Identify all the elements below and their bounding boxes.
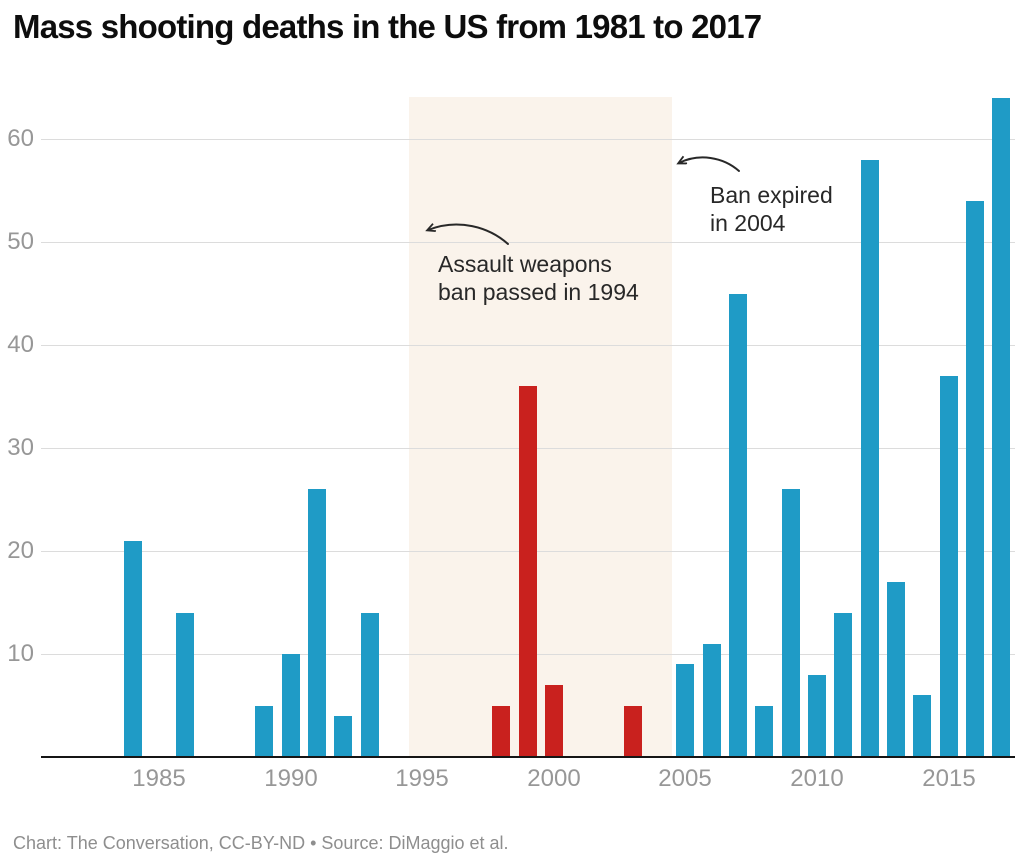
x-tick-1990: 1990 — [264, 765, 318, 792]
bar-2003 — [624, 706, 642, 757]
bar-1999 — [519, 386, 537, 757]
y-tick-60: 60 — [7, 125, 34, 152]
bar-1986 — [176, 613, 194, 757]
bar-1990 — [282, 654, 300, 757]
bar-2011 — [834, 613, 852, 757]
annotation-ban-expired: Ban expired in 2004 — [710, 181, 833, 237]
bar-2009 — [782, 489, 800, 757]
x-tick-2000: 2000 — [527, 765, 581, 792]
bar-2006 — [703, 644, 721, 757]
bar-1989 — [255, 706, 273, 757]
bar-1984 — [124, 541, 142, 757]
bar-2015 — [940, 376, 958, 757]
bar-1993 — [361, 613, 379, 757]
bar-2005 — [676, 664, 694, 757]
bar-2008 — [755, 706, 773, 757]
bar-1992 — [334, 716, 352, 757]
y-tick-40: 40 — [7, 331, 34, 358]
chart-attribution: Chart: The Conversation, CC-BY-ND • Sour… — [13, 833, 509, 853]
bar-2000 — [545, 685, 563, 757]
gridline-50 — [41, 242, 1015, 243]
bar-2012 — [861, 160, 879, 757]
bar-2017 — [992, 98, 1010, 757]
bar-2016 — [966, 201, 984, 757]
bar-2007 — [729, 294, 747, 757]
ban-period-region — [409, 97, 672, 757]
bar-1991 — [308, 489, 326, 757]
annotation-ban-passed-line2: ban passed in 1994 — [438, 279, 639, 305]
bar-2014 — [913, 695, 931, 757]
bar-2010 — [808, 675, 826, 757]
annotation-ban-expired-line1: Ban expired — [710, 182, 833, 208]
x-tick-2010: 2010 — [790, 765, 844, 792]
x-tick-1985: 1985 — [132, 765, 186, 792]
annotation-ban-passed: Assault weapons ban passed in 1994 — [438, 250, 639, 306]
x-tick-2015: 2015 — [922, 765, 976, 792]
annotation-ban-expired-line2: in 2004 — [710, 210, 786, 236]
gridline-40 — [41, 345, 1015, 346]
y-tick-50: 50 — [7, 228, 34, 255]
x-axis-line — [41, 756, 1015, 758]
x-tick-2005: 2005 — [658, 765, 712, 792]
gridline-60 — [41, 139, 1015, 140]
y-tick-20: 20 — [7, 537, 34, 564]
bar-1998 — [492, 706, 510, 757]
y-tick-30: 30 — [7, 434, 34, 461]
y-tick-10: 10 — [7, 640, 34, 667]
bar-2013 — [887, 582, 905, 757]
x-tick-1995: 1995 — [395, 765, 449, 792]
annotation-ban-passed-line1: Assault weapons — [438, 251, 612, 277]
chart-title: Mass shooting deaths in the US from 1981… — [13, 8, 762, 45]
